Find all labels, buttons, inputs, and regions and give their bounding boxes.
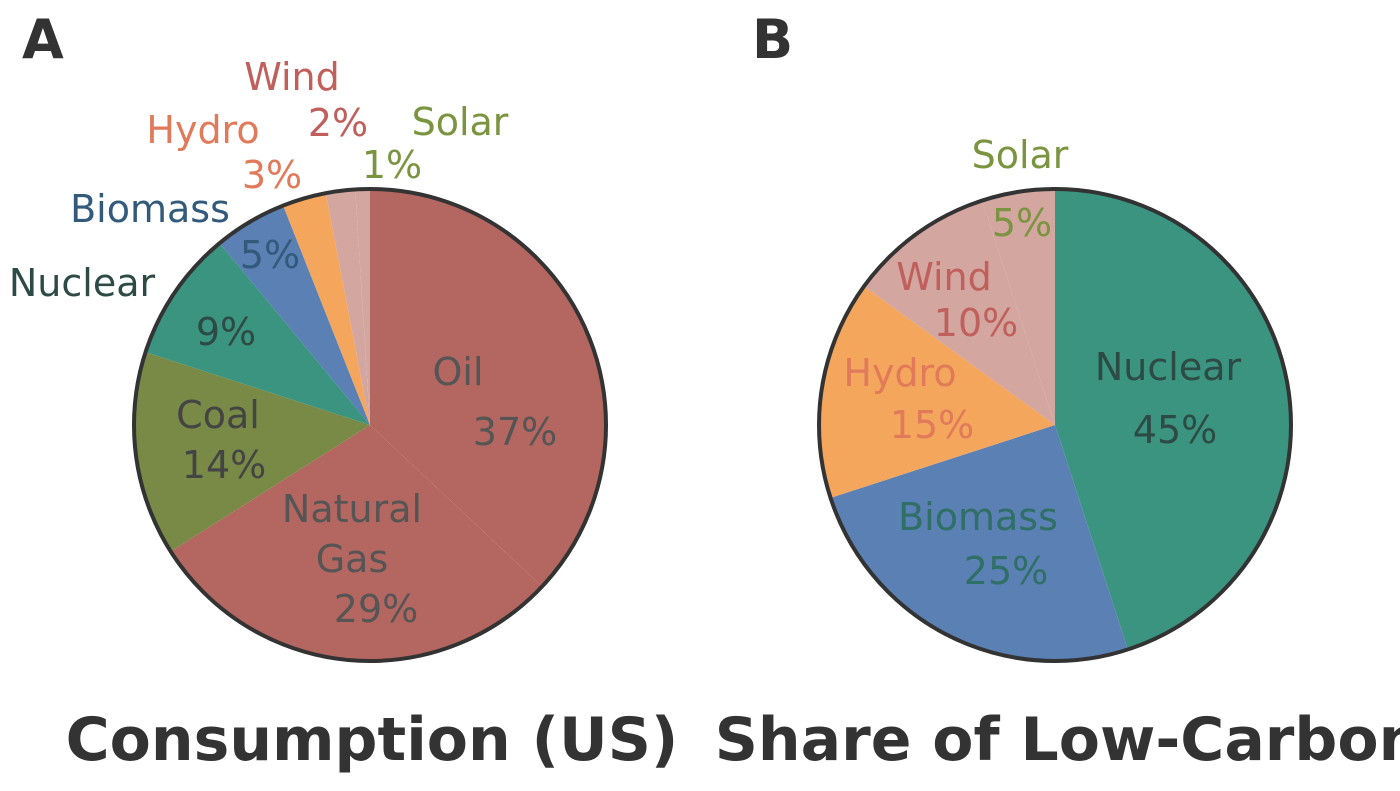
pie-slice-coal xyxy=(134,352,370,552)
panel-label-b: B xyxy=(752,8,793,71)
slice-label-wind: Wind xyxy=(896,255,992,299)
pie-slice-wind xyxy=(864,200,1055,425)
slice-value-solar: 1% xyxy=(362,143,422,187)
pie-slice-oil xyxy=(370,189,606,587)
slice-label-oil: Oil xyxy=(432,350,483,394)
pie-slice-hydro xyxy=(283,193,370,425)
slice-value-biomass: 25% xyxy=(964,549,1048,593)
slice-value-natural-gas: 29% xyxy=(334,587,418,631)
slice-label-biomass: Biomass xyxy=(898,495,1058,539)
slice-label-wind: Wind xyxy=(244,55,340,99)
chart-title-consumption: Consumption (US) xyxy=(66,705,679,775)
slice-value-oil: 37% xyxy=(473,410,557,454)
slice-value-coal: 14% xyxy=(182,443,266,487)
pie-slice-natural-gas xyxy=(170,425,543,661)
slice-value-hydro: 15% xyxy=(890,403,974,447)
panel-label-a: A xyxy=(22,8,64,71)
slice-value-nuclear: 9% xyxy=(196,310,256,354)
slice-value-wind: 10% xyxy=(934,301,1018,345)
pie-slice-nuclear xyxy=(1055,189,1291,650)
pie-slice-hydro xyxy=(819,286,1055,498)
slice-value-solar: 5% xyxy=(992,201,1052,245)
pie-slice-solar xyxy=(982,189,1055,425)
pie-slice-biomass xyxy=(830,425,1128,661)
slice-label-coal: Coal xyxy=(176,393,260,437)
slice-label-hydro: Hydro xyxy=(146,108,259,152)
chart-title-low-carbon: Share of Low-Carbon xyxy=(715,705,1400,775)
slice-label-biomass: Biomass xyxy=(70,187,230,231)
pie-slice-solar xyxy=(355,189,370,425)
slice-label-solar: Solar xyxy=(972,133,1069,177)
pie-slice-biomass xyxy=(219,205,370,425)
pie-outline xyxy=(817,187,1293,663)
pie-outline xyxy=(132,187,608,663)
slice-label-natural-gas-1: Gas xyxy=(316,537,389,581)
slice-value-hydro: 3% xyxy=(242,153,302,197)
pie-a-labels: Oil 37% Natural Gas 29% Coal 14% Nuclear 9% Bioma… xyxy=(9,55,557,631)
pie-chart-consumption xyxy=(132,187,608,663)
slice-label-natural-gas-0: Natural xyxy=(282,487,422,531)
pie-slice-wind xyxy=(325,189,370,425)
slice-label-nuclear: Nuclear xyxy=(1095,345,1242,389)
slice-value-biomass: 5% xyxy=(240,233,300,277)
pie-slice-nuclear xyxy=(145,243,370,425)
pie-chart-low-carbon xyxy=(817,187,1293,663)
slice-label-hydro: Hydro xyxy=(843,351,956,395)
slice-label-solar: Solar xyxy=(412,100,509,144)
slice-value-nuclear: 45% xyxy=(1133,408,1217,452)
slice-value-wind: 2% xyxy=(308,101,368,145)
slice-label-nuclear: Nuclear xyxy=(9,261,156,305)
